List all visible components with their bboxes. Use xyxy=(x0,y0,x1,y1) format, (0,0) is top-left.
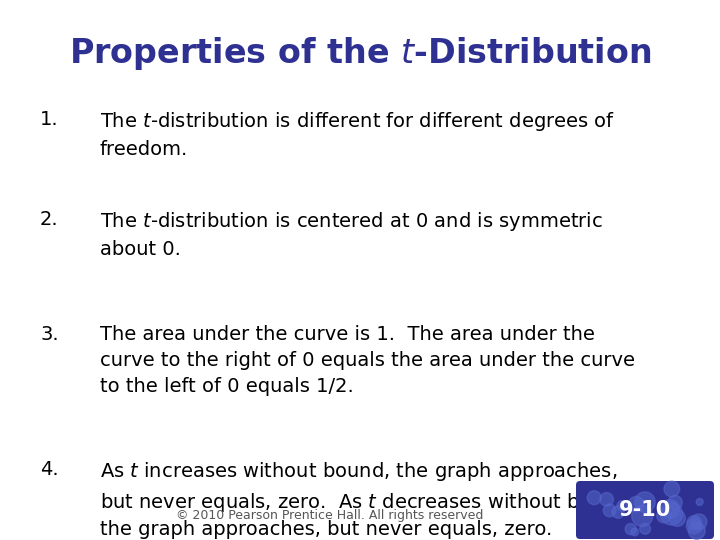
Circle shape xyxy=(603,504,616,517)
Circle shape xyxy=(612,506,624,518)
Circle shape xyxy=(600,492,613,506)
Text: The $t$-distribution is centered at 0 and is symmetric
about 0.: The $t$-distribution is centered at 0 an… xyxy=(100,210,603,259)
FancyBboxPatch shape xyxy=(576,481,714,539)
Circle shape xyxy=(657,509,671,523)
Text: 1.: 1. xyxy=(40,110,58,129)
Circle shape xyxy=(629,496,644,512)
Circle shape xyxy=(664,481,680,497)
Circle shape xyxy=(696,498,703,505)
Text: 3.: 3. xyxy=(40,325,58,344)
Text: 4.: 4. xyxy=(40,460,58,479)
Circle shape xyxy=(631,505,653,526)
Text: © 2010 Pearson Prentice Hall. All rights reserved: © 2010 Pearson Prentice Hall. All rights… xyxy=(176,509,484,522)
Text: Properties of the $t$-Distribution: Properties of the $t$-Distribution xyxy=(69,35,651,72)
Text: As $t$ increases without bound, the graph approaches,
but never equals, zero.  A: As $t$ increases without bound, the grap… xyxy=(100,460,634,539)
Circle shape xyxy=(617,501,627,511)
Circle shape xyxy=(660,503,683,525)
Circle shape xyxy=(635,492,655,512)
Circle shape xyxy=(639,523,651,534)
Circle shape xyxy=(687,516,701,530)
Circle shape xyxy=(691,514,707,530)
Text: The $t$-distribution is different for different degrees of
freedom.: The $t$-distribution is different for di… xyxy=(100,110,615,159)
Circle shape xyxy=(661,500,680,518)
Text: 9-10: 9-10 xyxy=(619,500,671,520)
Text: The area under the curve is 1.  The area under the
curve to the right of 0 equal: The area under the curve is 1. The area … xyxy=(100,325,635,395)
Circle shape xyxy=(668,495,683,510)
Circle shape xyxy=(688,523,705,539)
Circle shape xyxy=(669,510,685,526)
Circle shape xyxy=(588,491,601,504)
Circle shape xyxy=(686,518,702,534)
Circle shape xyxy=(631,528,639,536)
Text: 2.: 2. xyxy=(40,210,58,229)
Circle shape xyxy=(625,523,636,535)
